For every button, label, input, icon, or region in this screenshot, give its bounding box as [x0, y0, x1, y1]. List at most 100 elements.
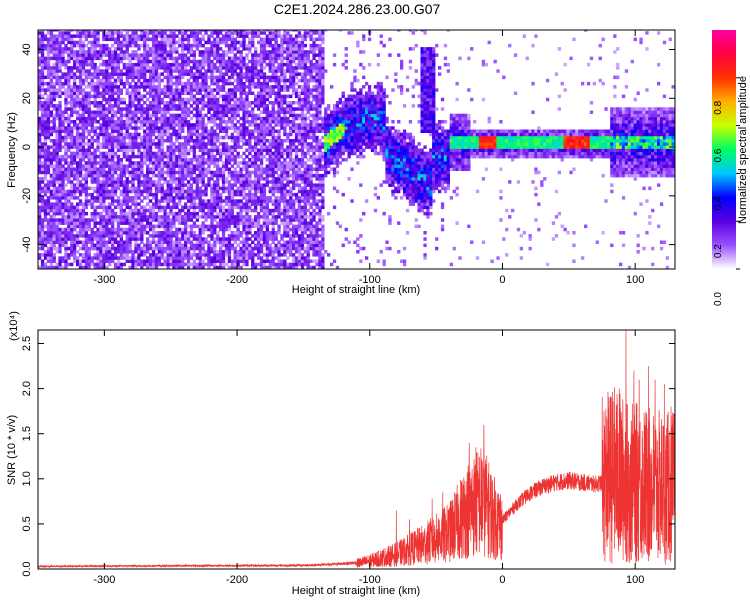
spectrogram-cell: [181, 97, 185, 102]
spectrogram-cell: [108, 148, 112, 152]
spectrogram-cell: [64, 256, 68, 260]
spectrogram-cell: [172, 259, 176, 263]
spectrogram-cell: [236, 129, 240, 133]
spectrogram-cell: [201, 37, 205, 42]
spectrogram-cell: [134, 50, 138, 54]
spectrogram-cell: [268, 43, 272, 48]
spectrogram-cell: [236, 88, 240, 92]
spectrogram-cell: [38, 167, 42, 171]
spectrogram-cell: [204, 75, 208, 80]
spectrogram-cell: [128, 142, 132, 146]
spectrogram-cell: [248, 231, 252, 235]
spectrogram-cell: [105, 240, 109, 244]
spectrogram-cell: [90, 243, 94, 248]
spectrogram-cell: [204, 56, 208, 61]
spectrogram-cell: [259, 81, 264, 86]
spectrogram-cell: [93, 66, 97, 70]
spectrogram-cell: [201, 97, 205, 102]
spectrogram-cell: [195, 202, 199, 206]
spectrogram-cell: [81, 211, 86, 216]
spectrogram-cell: [128, 164, 132, 168]
spectrogram-cell: [154, 50, 159, 54]
spectrogram-cell: [113, 227, 118, 232]
spectrogram-cell: [84, 186, 88, 191]
spectrogram-cell: [262, 211, 267, 216]
spectrogram-cell: [175, 66, 179, 70]
spectrogram-cell: [210, 69, 214, 73]
spectrogram-cell: [61, 183, 65, 187]
spectrogram-cell: [102, 186, 106, 191]
spectrogram-cell: [87, 240, 91, 244]
spectrogram-cell: [163, 164, 167, 168]
spectrogram-cell: [113, 88, 118, 92]
spectrogram-cell: [61, 259, 65, 263]
spectrogram-cell: [221, 208, 226, 213]
spectrogram-cell: [111, 53, 115, 57]
spectrogram-cell: [148, 211, 153, 216]
spectrogram-cell: [55, 237, 59, 241]
spectrogram-cell: [181, 75, 185, 80]
spectrogram-cell: [245, 243, 249, 248]
spectrogram-cell: [184, 164, 188, 168]
spectrogram-cell: [213, 180, 217, 184]
spectrogram-cell: [184, 113, 188, 118]
spectrogram-cell: [122, 50, 126, 54]
spectrogram-cell: [78, 161, 83, 165]
spectrogram-cell: [73, 110, 77, 114]
spectrogram-cell: [216, 215, 220, 219]
spectrogram-cell: [108, 56, 112, 61]
spectrogram-cell: [166, 224, 170, 229]
spectrogram-cell: [198, 69, 202, 73]
spectrogram-cell: [90, 186, 94, 191]
spectrogram-cell: [254, 205, 258, 210]
spectrogram-cell: [157, 97, 161, 102]
spectrogram-cell: [236, 227, 240, 232]
spectrogram-cell: [40, 132, 45, 137]
spectrogram-cell: [67, 231, 71, 235]
spectrogram-cell: [207, 69, 211, 73]
spectrogram-cell: [38, 211, 42, 216]
spectrogram-cell: [166, 72, 170, 76]
spectrogram-cell: [242, 224, 246, 229]
spectrogram-cell: [262, 66, 267, 70]
spectrogram-cell: [192, 145, 196, 149]
spectrogram-cell: [119, 177, 123, 181]
spectrogram-cell: [204, 173, 208, 178]
spectrogram-cell: [195, 101, 199, 105]
spectrogram-cell: [224, 186, 229, 191]
spectrogram-cell: [108, 240, 112, 244]
spectrogram-cell: [219, 192, 223, 197]
spectrogram-cell: [40, 40, 45, 45]
spectrogram-cell: [192, 224, 196, 229]
spectrogram-cell: [178, 186, 182, 191]
spectrogram-cell: [119, 215, 123, 219]
spectrogram-cell: [87, 34, 91, 38]
spectrogram-cell: [245, 218, 249, 222]
spectrogram-cell: [49, 246, 53, 251]
spectrogram-cell: [73, 59, 77, 64]
spectrogram-cell: [219, 116, 223, 121]
spectrogram-cell: [76, 31, 80, 35]
spectrogram-cell: [224, 208, 229, 213]
spectrogram-cell: [119, 129, 123, 133]
spectrogram-cell: [169, 142, 173, 146]
spectrogram-cell: [245, 183, 249, 187]
spectrogram-cell: [160, 205, 164, 210]
spectrogram-cell: [175, 123, 179, 127]
spectrogram-cell: [216, 47, 220, 51]
spectrogram-cell: [96, 78, 100, 83]
spectrogram-cell: [221, 113, 226, 118]
spectrogram-cell: [221, 107, 226, 111]
spectrogram-cell: [49, 202, 53, 206]
spectrogram-cell: [181, 227, 185, 232]
spectrogram-cell: [148, 224, 153, 229]
spectrogram-cell: [172, 234, 176, 238]
spectrogram-cell: [61, 129, 65, 133]
spectrogram-cell: [76, 132, 80, 137]
spectrogram-cell: [46, 81, 51, 86]
spectrogram-cell: [58, 43, 62, 48]
spectrogram-cell: [128, 123, 132, 127]
spectrogram-cell: [143, 101, 147, 105]
spectrogram-cell: [148, 243, 153, 248]
spectrogram-cell: [78, 53, 83, 57]
